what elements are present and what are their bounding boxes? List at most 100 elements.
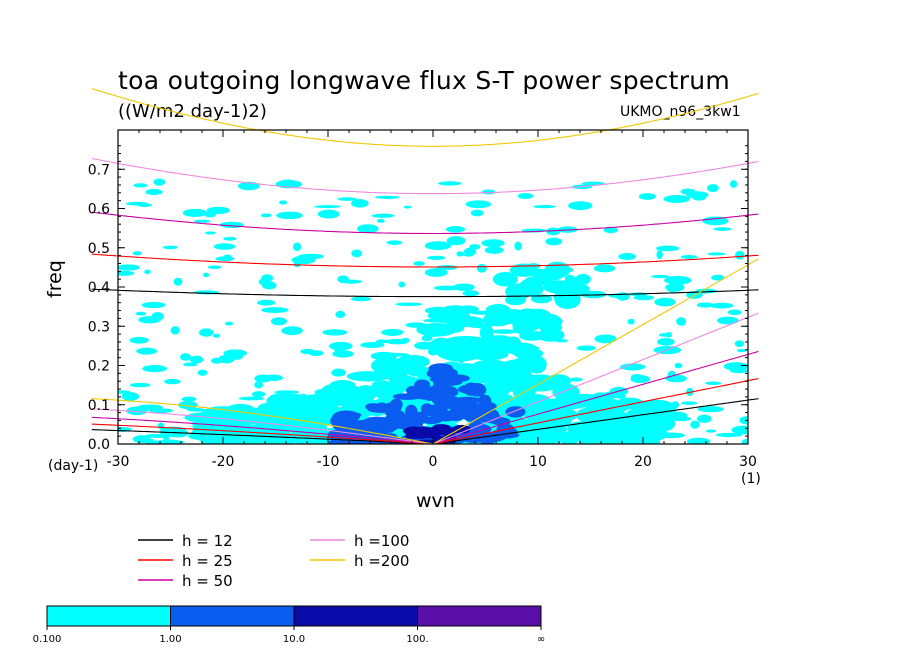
power-blob <box>483 380 500 395</box>
power-blob <box>367 405 397 413</box>
power-blob <box>435 425 447 436</box>
x-tick-label: -20 <box>212 454 235 470</box>
power-blob <box>153 178 166 186</box>
power-blob <box>189 355 204 364</box>
power-blob <box>173 277 183 286</box>
power-blob <box>199 328 214 337</box>
dispersion-curves <box>91 88 759 445</box>
power-blob <box>314 205 341 209</box>
rossby-curve <box>91 408 434 445</box>
x-tick-label: 10 <box>529 454 547 470</box>
power-blob <box>414 341 435 350</box>
power-blob <box>231 352 244 360</box>
power-blob <box>278 200 288 205</box>
power-blob <box>434 379 463 386</box>
legend-label: h = 25 <box>182 552 233 570</box>
power-blob <box>370 357 405 375</box>
power-blob <box>335 310 346 319</box>
power-blob <box>481 239 505 247</box>
power-blob <box>135 311 147 316</box>
power-blob <box>204 231 216 235</box>
power-blob <box>426 255 446 260</box>
power-blob <box>118 270 135 276</box>
power-blob <box>710 302 734 309</box>
power-blob <box>129 336 149 344</box>
power-blob <box>256 299 276 306</box>
power-blob <box>385 418 400 431</box>
power-blob <box>178 400 198 410</box>
power-blob <box>680 254 698 259</box>
power-blob <box>738 428 748 435</box>
power-blob <box>428 363 454 374</box>
power-blob <box>433 285 459 291</box>
power-blob <box>696 302 714 308</box>
power-blob <box>524 276 553 285</box>
power-blob <box>414 411 430 418</box>
power-blob <box>472 362 495 375</box>
power-blob <box>164 378 181 385</box>
power-blob <box>484 246 504 254</box>
power-blob <box>413 261 425 266</box>
power-blob <box>509 263 539 277</box>
power-blob <box>638 193 656 200</box>
power-blob <box>360 342 385 349</box>
colorbar-label: 100. <box>406 634 428 645</box>
power-blob <box>395 302 423 306</box>
power-blob <box>465 200 492 209</box>
power-spectrum-shading <box>118 178 748 444</box>
chart-title: toa outgoing longwave flux S-T power spe… <box>118 66 731 95</box>
power-blob <box>544 261 571 279</box>
run-label: UKMO_n96_3kw1 <box>620 104 741 120</box>
power-blob <box>261 307 289 313</box>
power-blob <box>183 362 198 367</box>
power-blob <box>476 263 487 273</box>
colorbar: 0.100 1.00 10.0 100. ∞ <box>33 605 545 645</box>
y-tick-label: 0.6 <box>88 202 110 218</box>
power-blob <box>619 363 646 371</box>
power-blob <box>723 362 748 371</box>
power-blob <box>497 383 512 395</box>
power-blob <box>734 340 745 347</box>
power-blob <box>628 426 668 442</box>
colorbar-label: 1.00 <box>159 634 181 645</box>
power-blob <box>331 368 346 377</box>
power-blob <box>715 432 743 438</box>
power-blob <box>322 329 348 336</box>
power-blob <box>480 408 500 421</box>
power-blob <box>193 219 211 223</box>
power-blob <box>594 334 617 344</box>
power-blob <box>141 301 166 309</box>
power-blob <box>132 251 142 256</box>
legend-label: h = 50 <box>182 572 233 590</box>
power-blob <box>509 288 532 297</box>
power-blob <box>517 192 534 199</box>
power-blob <box>218 354 235 364</box>
power-blob <box>696 414 712 424</box>
power-blob <box>421 429 440 436</box>
inertia-gravity-curve <box>91 157 759 195</box>
kelvin-curve <box>432 312 759 445</box>
power-blob <box>514 241 522 251</box>
power-blob <box>433 396 464 409</box>
power-blob <box>707 252 726 256</box>
power-blob <box>202 436 220 444</box>
y-tick-label: 0.4 <box>88 280 110 296</box>
power-blob <box>463 253 474 257</box>
kelvin-curve <box>432 258 759 445</box>
power-blob <box>142 364 168 373</box>
power-blob <box>470 209 484 217</box>
y-tick-label: 0.1 <box>88 398 110 414</box>
power-blob <box>729 180 738 188</box>
power-blob <box>136 347 158 355</box>
power-blob <box>654 297 676 307</box>
power-blob <box>261 281 277 290</box>
power-blob <box>270 317 288 326</box>
power-blob <box>616 292 630 301</box>
power-blob <box>251 391 266 398</box>
colorbar-segment <box>46 605 171 627</box>
power-blob <box>650 274 670 279</box>
power-blob <box>491 329 518 334</box>
power-blob <box>445 225 466 233</box>
